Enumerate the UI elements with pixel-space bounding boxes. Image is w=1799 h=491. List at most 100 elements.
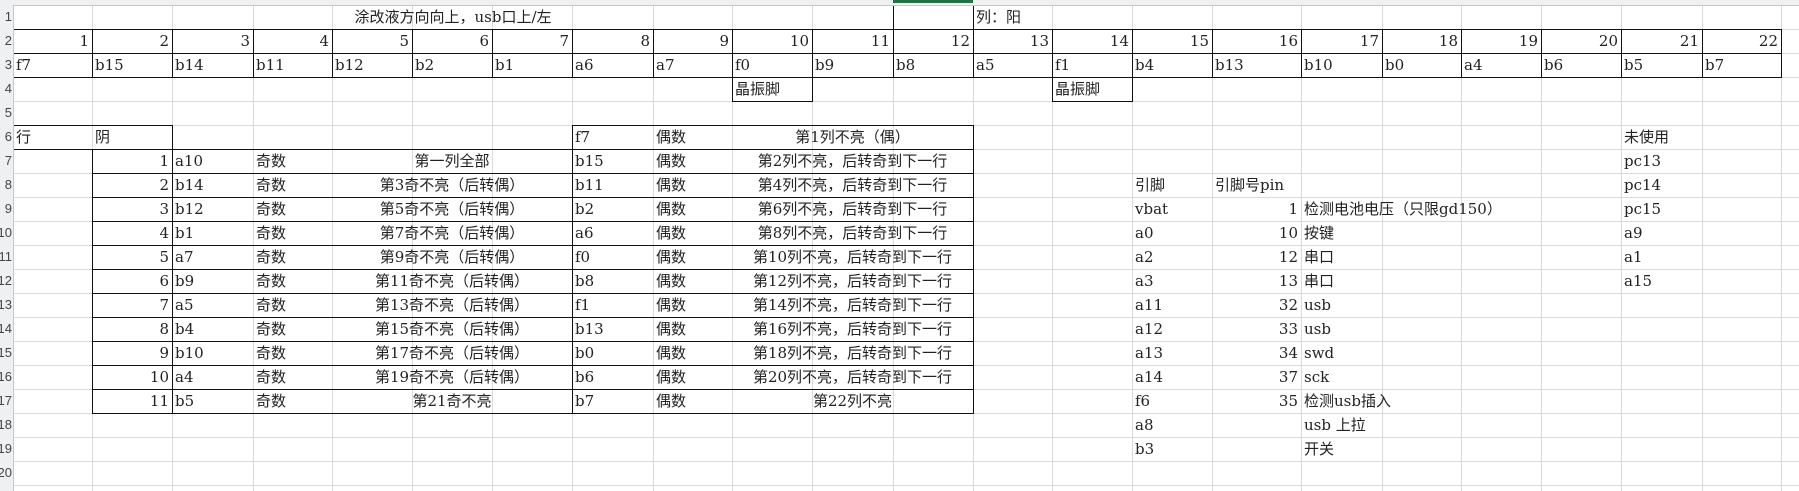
column-number-cell[interactable]: 20 — [1598, 32, 1618, 50]
even-note-cell[interactable]: 第18列不亮，后转奇到下一行 — [752, 344, 953, 362]
row-number[interactable]: 20 — [0, 465, 12, 480]
column-pin-cell[interactable]: f7 — [16, 56, 32, 74]
even-pin-cell[interactable]: b11 — [575, 176, 604, 194]
column-pin-cell[interactable]: a6 — [575, 56, 594, 74]
column-pin-cell[interactable]: b7 — [1705, 56, 1725, 74]
row-pin-cell[interactable]: b1 — [175, 224, 195, 242]
row-number-cell[interactable]: 4 — [159, 224, 169, 242]
row-number[interactable]: 10 — [0, 225, 12, 240]
column-pin-cell[interactable]: a5 — [976, 56, 995, 74]
row-parity-cell[interactable]: 奇数 — [256, 248, 287, 266]
pin-cell[interactable]: a12 — [1135, 320, 1164, 338]
even-note-cell[interactable]: 第12列不亮，后转奇到下一行 — [752, 272, 953, 290]
column-pin-cell[interactable]: b0 — [1385, 56, 1405, 74]
column-pin-cell[interactable]: b15 — [95, 56, 124, 74]
column-pin-cell[interactable]: a4 — [1464, 56, 1483, 74]
row-parity-cell[interactable]: 奇数 — [256, 272, 287, 290]
column-pin-cell[interactable]: b8 — [896, 56, 916, 74]
column-number-cell[interactable]: 21 — [1679, 32, 1699, 50]
pin-no-cell[interactable]: 32 — [1278, 296, 1298, 314]
row-number[interactable]: 3 — [4, 57, 12, 72]
row-parity-cell[interactable]: 奇数 — [256, 296, 287, 314]
column-pin-cell[interactable]: b1 — [495, 56, 515, 74]
pin-desc-cell[interactable]: 检测电池电压（只限gd150） — [1304, 200, 1502, 218]
even-pin-cell[interactable]: f7 — [575, 128, 591, 146]
row-number[interactable]: 18 — [0, 417, 12, 432]
row-number-cell[interactable]: 9 — [159, 344, 169, 362]
row-pin-cell[interactable]: a5 — [175, 296, 194, 314]
pin-no-cell[interactable]: 33 — [1278, 320, 1298, 338]
even-note-cell[interactable]: 第16列不亮，后转奇到下一行 — [752, 320, 953, 338]
row-number-cell[interactable]: 11 — [149, 392, 169, 410]
pin-no-cell[interactable] — [1212, 437, 1301, 461]
row-header-bar[interactable]: 1234567891011121314151617181920 — [0, 5, 14, 491]
pin-desc-cell[interactable]: usb 上拉 — [1304, 416, 1366, 434]
row-parity-cell[interactable]: 奇数 — [256, 176, 287, 194]
column-pin-cell[interactable]: b5 — [1624, 56, 1644, 74]
pin-cell[interactable]: vbat — [1135, 200, 1169, 218]
pin-no-cell[interactable] — [1212, 413, 1301, 437]
row-note-cell[interactable]: 第17奇不亮（后转偶） — [374, 344, 530, 362]
row-pin-cell[interactable]: b14 — [175, 176, 204, 194]
row-note-cell[interactable]: 第13奇不亮（后转偶） — [374, 296, 530, 314]
column-pin-cell[interactable]: b10 — [1304, 56, 1333, 74]
pin-no-cell[interactable]: 13 — [1278, 272, 1298, 290]
pin-desc-cell[interactable]: 按键 — [1304, 224, 1335, 242]
even-pin-cell[interactable]: b6 — [575, 368, 595, 386]
pin-desc-cell[interactable]: swd — [1304, 344, 1335, 362]
column-pin-cell[interactable]: b9 — [815, 56, 835, 74]
column-number-cell[interactable]: 10 — [789, 32, 809, 50]
unused-header[interactable]: 未使用 — [1624, 128, 1670, 146]
pin-cell[interactable]: a3 — [1135, 272, 1154, 290]
row-note-cell[interactable]: 第21奇不亮 — [412, 392, 492, 410]
even-pin-cell[interactable]: f0 — [575, 248, 591, 266]
row-note-cell[interactable]: 第15奇不亮（后转偶） — [374, 320, 530, 338]
row-parity-cell[interactable]: 奇数 — [256, 152, 287, 170]
pin-desc-cell[interactable]: usb — [1304, 296, 1331, 314]
even-note-cell[interactable]: 第6列不亮，后转奇到下一行 — [757, 200, 948, 218]
title-cell[interactable]: 涂改液方向向上，usb口上/左 — [354, 8, 552, 26]
column-number-cell[interactable]: 16 — [1278, 32, 1298, 50]
even-parity-cell[interactable]: 偶数 — [656, 272, 687, 290]
pin-desc-cell[interactable]: 串口 — [1304, 272, 1335, 290]
pin-desc-cell[interactable]: 检测usb插入 — [1304, 392, 1391, 410]
even-pin-cell[interactable]: b2 — [575, 200, 595, 218]
even-parity-cell[interactable]: 偶数 — [656, 248, 687, 266]
pin-cell[interactable]: f6 — [1135, 392, 1151, 410]
even-parity-cell[interactable]: 偶数 — [656, 392, 687, 410]
column-pin-cell[interactable]: b11 — [256, 56, 285, 74]
row-number[interactable]: 8 — [4, 177, 12, 192]
crystal-label-cell[interactable]: 晶振脚 — [735, 80, 781, 98]
row-parity-cell[interactable]: 奇数 — [256, 224, 287, 242]
row-number[interactable]: 5 — [4, 105, 12, 120]
column-number-cell[interactable]: 8 — [640, 32, 650, 50]
even-note-cell[interactable]: 第14列不亮，后转奇到下一行 — [752, 296, 953, 314]
pin-header[interactable]: 引脚 — [1135, 176, 1166, 194]
row-number-cell[interactable]: 10 — [149, 368, 169, 386]
pin-no-cell[interactable]: 35 — [1278, 392, 1298, 410]
crystal-label-cell[interactable]: 晶振脚 — [1055, 80, 1101, 98]
even-note-cell[interactable]: 第8列不亮，后转奇到下一行 — [757, 224, 948, 242]
column-pin-cell[interactable]: b6 — [1544, 56, 1564, 74]
row-type-header[interactable]: 阴 — [95, 128, 111, 146]
even-note-cell[interactable]: 第4列不亮，后转奇到下一行 — [757, 176, 948, 194]
row-number-cell[interactable]: 2 — [159, 176, 169, 194]
column-number-cell[interactable]: 7 — [559, 32, 569, 50]
pin-no-cell[interactable]: 10 — [1278, 224, 1298, 242]
column-number-cell[interactable]: 15 — [1189, 32, 1209, 50]
even-parity-cell[interactable]: 偶数 — [656, 224, 687, 242]
row-pin-cell[interactable]: a7 — [175, 248, 194, 266]
even-pin-cell[interactable]: b7 — [575, 392, 595, 410]
column-pin-cell[interactable]: b2 — [415, 56, 435, 74]
row-number-cell[interactable]: 8 — [159, 320, 169, 338]
row-note-cell[interactable]: 第11奇不亮（后转偶） — [374, 272, 530, 290]
even-parity-cell[interactable]: 偶数 — [656, 152, 687, 170]
column-header-bar[interactable] — [0, 0, 1799, 6]
row-parity-cell[interactable]: 奇数 — [256, 344, 287, 362]
pin-cell[interactable]: a11 — [1135, 296, 1164, 314]
column-number-cell[interactable]: 3 — [240, 32, 250, 50]
row-number-cell[interactable]: 7 — [159, 296, 169, 314]
row-number[interactable]: 16 — [0, 369, 12, 384]
row-number[interactable]: 4 — [4, 81, 12, 96]
